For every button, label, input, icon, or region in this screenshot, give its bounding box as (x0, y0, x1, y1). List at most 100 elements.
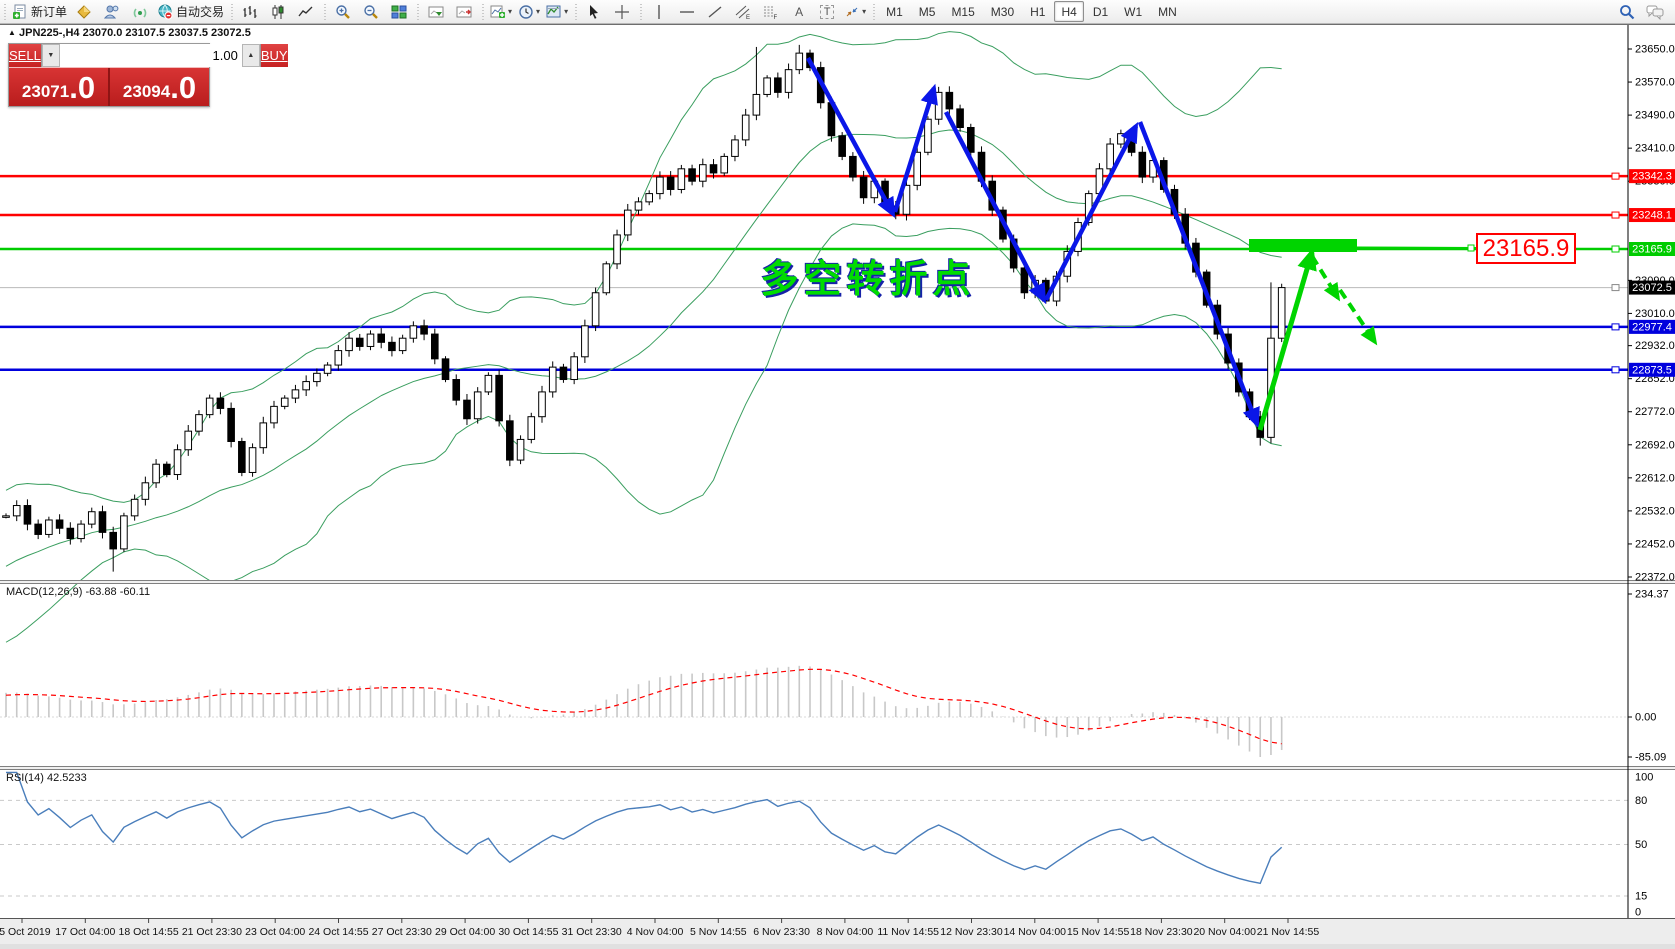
svg-text:5 Nov 14:55: 5 Nov 14:55 (690, 926, 747, 938)
svg-text:12 Nov 23:30: 12 Nov 23:30 (940, 926, 1003, 938)
volume-down-button[interactable]: ▼ (41, 44, 60, 67)
periods-button[interactable]: ▾ (515, 1, 543, 23)
horizontal-line-icon (679, 4, 695, 20)
zoom-out-icon (363, 4, 379, 20)
buy-price-pips: .0 (170, 70, 197, 105)
autotrading-button[interactable]: 自动交易 (154, 1, 227, 23)
zoom-in-button[interactable] (329, 1, 357, 23)
sell-button[interactable]: SELL (9, 44, 41, 67)
buy-button[interactable]: BUY (260, 44, 288, 67)
svg-text:-85.09: -85.09 (1635, 752, 1666, 764)
candlestick-chart-button[interactable] (264, 1, 292, 23)
svg-text:24 Oct 14:55: 24 Oct 14:55 (308, 926, 368, 938)
cursor-button[interactable] (580, 1, 608, 23)
chart-shift-icon (456, 4, 472, 20)
sell-price-display[interactable]: 23071 .0 (9, 68, 110, 106)
indicators-button[interactable]: ▾ (487, 1, 515, 23)
one-click-trading-panel: SELL ▼ ▲ BUY 23071 .0 23094 .0 (8, 43, 288, 107)
svg-text:21 Oct 23:30: 21 Oct 23:30 (182, 926, 242, 938)
timeframe-H1[interactable]: H1 (1030, 4, 1046, 19)
svg-text:8 Nov 04:00: 8 Nov 04:00 (817, 926, 874, 938)
price-tag-annotation: 23165.9 (1476, 233, 1576, 264)
main-toolbar: 新订单 自动交易 (0, 0, 1675, 24)
macd-indicator-label: MACD(12,26,9) -63.88 -60.11 (6, 586, 151, 598)
svg-text:22932.0: 22932.0 (1635, 340, 1675, 352)
autotrading-label: 自动交易 (176, 5, 225, 19)
trendline-icon (707, 4, 723, 20)
templates-button[interactable]: ▾ (543, 1, 571, 23)
candlestick-chart-icon (270, 4, 286, 20)
chart-shift-button[interactable] (450, 1, 478, 23)
market-watch-button[interactable] (70, 1, 98, 23)
sell-price-main: 23071 (21, 82, 70, 101)
dropdown-caret-icon: ▾ (536, 7, 541, 16)
search-button[interactable] (1613, 1, 1641, 23)
svg-text:100: 100 (1635, 772, 1653, 784)
trendline-button[interactable] (701, 1, 729, 23)
text-annotation-button[interactable]: A (785, 1, 813, 23)
bar-chart-icon (242, 4, 258, 20)
collapse-icon[interactable]: ▲ (8, 28, 16, 37)
horizontal-line-button[interactable] (673, 1, 701, 23)
arrows-tool-button[interactable]: ▾ (841, 1, 869, 23)
svg-text:6 Nov 23:30: 6 Nov 23:30 (753, 926, 810, 938)
toolbar-grip (229, 3, 235, 20)
trend-arrows (806, 56, 1477, 431)
rsi-indicator-label: RSI(14) 42.5233 (6, 772, 87, 784)
text-label-button[interactable]: T (813, 1, 841, 23)
signals-button[interactable] (126, 1, 154, 23)
rsi-pane (0, 771, 1628, 897)
svg-text:11 Nov 14:55: 11 Nov 14:55 (877, 926, 939, 938)
toolbar-grip (638, 3, 644, 20)
vertical-line-icon (651, 4, 667, 20)
timeframe-M30[interactable]: M30 (990, 4, 1015, 19)
svg-text:22692.0: 22692.0 (1635, 439, 1675, 451)
svg-text:23072.5: 23072.5 (1632, 282, 1672, 294)
toolbar-grip (2, 3, 7, 20)
new-order-icon (12, 4, 28, 20)
bar-chart-button[interactable] (236, 1, 264, 23)
equidistant-channel-button[interactable]: E (729, 1, 757, 23)
timeframe-H4[interactable]: H4 (1054, 1, 1084, 22)
auto-scroll-button[interactable] (422, 1, 450, 23)
chat-button[interactable] (1641, 1, 1669, 23)
chart-ohlc-header: ▲ JPN225-,H4 23070.0 23107.5 23037.5 230… (8, 27, 251, 39)
timeframe-M15[interactable]: M15 (951, 4, 975, 19)
fibonacci-button[interactable]: F (757, 1, 785, 23)
svg-text:27 Oct 23:30: 27 Oct 23:30 (372, 926, 432, 938)
arrows-tool-icon (844, 4, 860, 20)
svg-text:22532.0: 22532.0 (1635, 505, 1675, 517)
svg-text:23165.9: 23165.9 (1632, 244, 1672, 256)
timeframe-MN[interactable]: MN (1158, 4, 1177, 19)
templates-icon (546, 4, 562, 20)
timeframe-M5[interactable]: M5 (918, 4, 936, 19)
line-chart-button[interactable] (292, 1, 320, 23)
tile-windows-button[interactable] (385, 1, 413, 23)
svg-text:31 Oct 23:30: 31 Oct 23:30 (562, 926, 622, 938)
svg-text:0.00: 0.00 (1635, 712, 1656, 724)
crosshair-button[interactable] (608, 1, 636, 23)
svg-text:23650.0: 23650.0 (1635, 44, 1675, 56)
volume-up-button[interactable]: ▲ (241, 44, 260, 67)
volume-input[interactable] (59, 44, 242, 67)
search-icon (1619, 4, 1635, 20)
tile-windows-icon (391, 4, 407, 20)
clock-icon (518, 4, 534, 20)
chart-symbol-label: JPN225-,H4 (18, 27, 80, 39)
buy-price-display[interactable]: 23094 .0 (110, 68, 209, 106)
timeframe-D1[interactable]: D1 (1092, 4, 1109, 19)
accounts-button[interactable] (98, 1, 126, 23)
new-order-button[interactable]: 新订单 (9, 1, 70, 23)
zoom-out-button[interactable] (357, 1, 385, 23)
toolbar-grip (871, 3, 877, 20)
cursor-icon (586, 4, 602, 20)
svg-text:15 Nov 14:55: 15 Nov 14:55 (1067, 926, 1130, 938)
crosshair-icon (614, 4, 630, 20)
timeframe-M1[interactable]: M1 (886, 4, 903, 19)
toolbar-right (1613, 0, 1669, 23)
svg-text:23342.3: 23342.3 (1632, 171, 1672, 183)
timeframe-W1[interactable]: W1 (1124, 4, 1143, 19)
vertical-line-button[interactable] (645, 1, 673, 23)
